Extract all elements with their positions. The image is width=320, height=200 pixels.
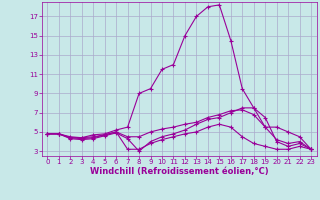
X-axis label: Windchill (Refroidissement éolien,°C): Windchill (Refroidissement éolien,°C) — [90, 167, 268, 176]
